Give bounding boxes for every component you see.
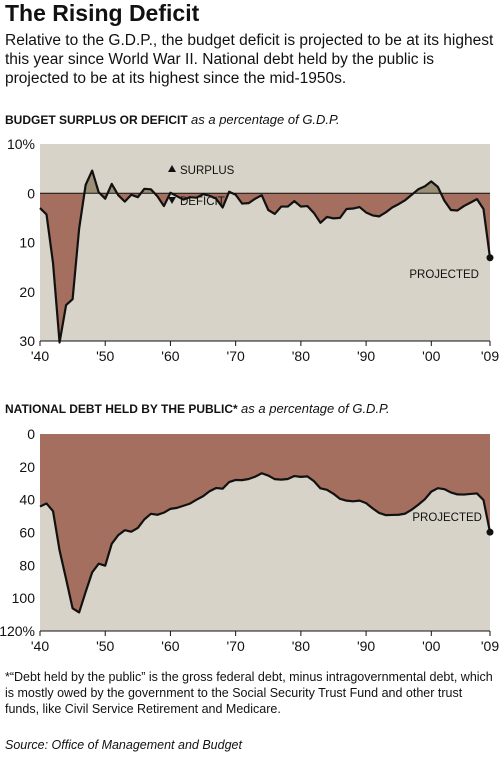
deficit-y-tick-label: 10%	[7, 136, 35, 152]
deficit-chart-subtitle: as a percentage of G.D.P.	[191, 112, 340, 127]
debt-x-tick-label: '40	[31, 638, 49, 654]
deficit-y-tick-label: 30	[19, 333, 35, 349]
legend-surplus-label: SURPLUS	[180, 165, 235, 177]
debt-x-tick-label: '09	[481, 638, 499, 654]
debt-y-tick-label: 80	[19, 557, 35, 573]
footnote: *“Debt held by the public” is the gross …	[5, 670, 493, 716]
deficit-chart-heading: BUDGET SURPLUS OR DEFICIT as a percentag…	[5, 112, 340, 127]
deficit-chart-title: BUDGET SURPLUS OR DEFICIT	[5, 113, 188, 127]
debt-y-tick-label: 120%	[0, 623, 35, 639]
deficit-x-tick-label: '09	[481, 348, 499, 364]
legend-deficit-label: DEFICIT	[180, 196, 225, 208]
debt-x-tick-label: '80	[292, 638, 310, 654]
debt-x-tick-label: '90	[357, 638, 375, 654]
deficit-y-tick-label: 10	[19, 235, 35, 251]
debt-x-tick-label: '70	[227, 638, 245, 654]
deficit-projected-point	[486, 254, 494, 262]
debt-series-line	[39, 472, 492, 614]
debt-projected-point	[486, 528, 494, 536]
deficit-x-tick-label: '00	[422, 348, 440, 364]
deficit-x-tick-label: '40	[31, 348, 49, 364]
deficit-x-tick-label: '60	[161, 348, 179, 364]
deficit-x-tick-label: '90	[357, 348, 375, 364]
debt-x-tick-label: '60	[161, 638, 179, 654]
deficit-plot-area	[40, 144, 490, 341]
deficit-projected-label: PROJECTED	[409, 269, 479, 281]
page-title: The Rising Deficit	[5, 0, 200, 26]
debt-chart-title: NATIONAL DEBT HELD BY THE PUBLIC*	[5, 402, 238, 416]
deficit-x-tick-label: '70	[227, 348, 245, 364]
debt-x-tick-label: '50	[96, 638, 114, 654]
debt-chart-subtitle: as a percentage of G.D.P.	[241, 401, 390, 416]
deficit-series-line	[39, 169, 492, 344]
debt-x-tick-label: '00	[422, 638, 440, 654]
deficit-triangle-icon	[168, 197, 176, 204]
debt-projected-label: PROJECTED	[412, 512, 482, 524]
debt-chart-heading: NATIONAL DEBT HELD BY THE PUBLIC* as a p…	[5, 401, 390, 416]
deficit-x-tick-label: '80	[292, 348, 310, 364]
debt-y-tick-label: 100	[12, 590, 36, 606]
debt-y-tick-label: 20	[19, 459, 35, 475]
deficit-y-tick-label: 20	[19, 284, 35, 300]
deficit-x-tick-label: '50	[96, 348, 114, 364]
surplus-triangle-icon	[168, 165, 176, 172]
debt-y-tick-label: 0	[27, 426, 35, 442]
page-subtitle: Relative to the G.D.P., the budget defic…	[5, 32, 494, 87]
deficit-chart: 10% 0 10 20 30'40 '50 '60 '70 '80 '90 '00 '09 PROJEC…	[7, 136, 499, 364]
debt-y-tick-label: 40	[19, 492, 35, 508]
deficit-y-tick-label: 0	[27, 185, 35, 201]
source-note: Source: Office of Management and Budget	[5, 738, 242, 752]
debt-chart: 120% 100 80 60 40 20 0 '40 '50 '60 '70 '80 '90 '00 '09…	[0, 426, 499, 654]
debt-y-tick-label: 60	[19, 525, 35, 541]
debt-area	[40, 434, 490, 613]
